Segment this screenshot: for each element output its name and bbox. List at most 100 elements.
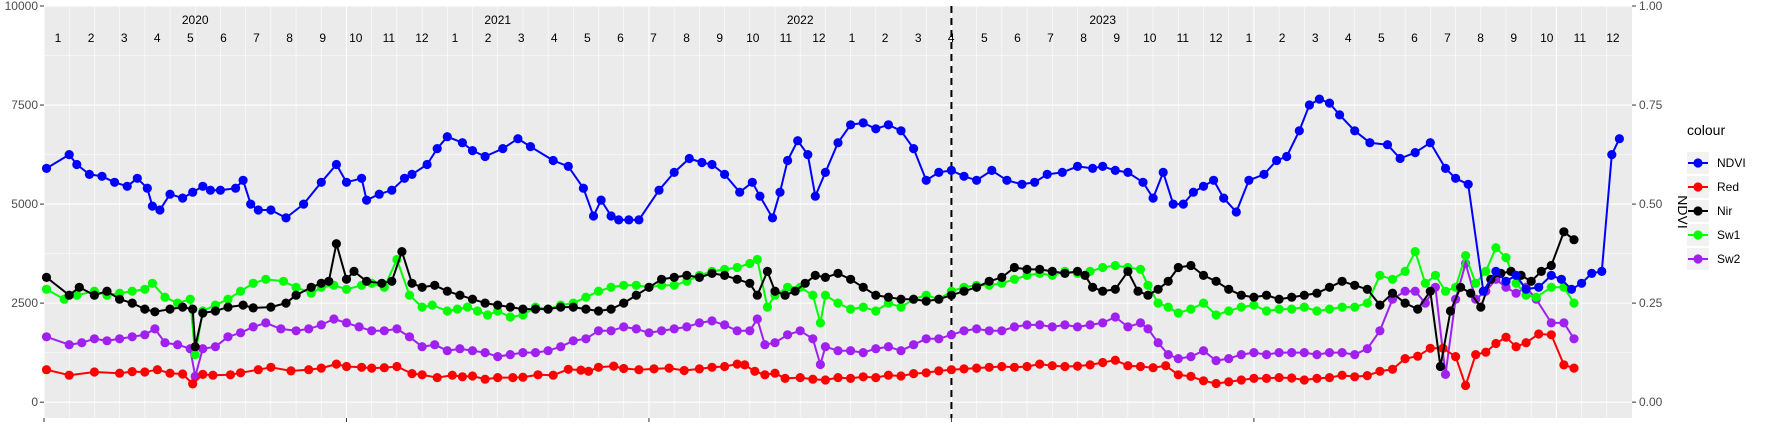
- data-point: [1299, 290, 1309, 300]
- data-point: [588, 211, 599, 221]
- data-point: [178, 302, 188, 312]
- data-point: [1614, 134, 1624, 144]
- data-point: [442, 306, 452, 316]
- data-point: [1178, 199, 1188, 209]
- data-point: [147, 278, 157, 288]
- data-point: [1211, 310, 1221, 320]
- data-point: [185, 294, 195, 304]
- data-point: [1324, 98, 1335, 108]
- data-point: [1481, 347, 1491, 357]
- data-point: [972, 175, 982, 185]
- data-point: [1047, 361, 1057, 371]
- data-point: [1188, 187, 1198, 197]
- data-point: [1209, 175, 1219, 185]
- data-point: [997, 326, 1007, 336]
- month-label: 11: [1177, 31, 1190, 45]
- data-point: [803, 150, 813, 160]
- data-point: [682, 270, 692, 280]
- data-point: [261, 274, 271, 284]
- data-point: [291, 282, 301, 292]
- data-point: [462, 302, 473, 312]
- data-point: [341, 284, 352, 294]
- legend-label: NDVI: [1717, 156, 1746, 170]
- data-point: [190, 342, 200, 352]
- data-point: [1135, 264, 1146, 274]
- month-label: 4: [1345, 31, 1352, 45]
- data-point: [1272, 155, 1282, 166]
- data-point: [1211, 378, 1221, 389]
- data-point: [1002, 175, 1012, 185]
- data-point: [720, 361, 730, 372]
- data-point: [442, 346, 452, 356]
- data-point: [1236, 290, 1246, 300]
- data-point: [606, 326, 616, 336]
- data-point: [248, 278, 258, 288]
- data-point: [357, 173, 367, 183]
- data-point: [1211, 356, 1221, 366]
- data-point: [770, 368, 780, 378]
- data-point: [997, 272, 1007, 282]
- data-point: [614, 215, 624, 225]
- data-point: [1060, 361, 1070, 372]
- month-label: 3: [1312, 31, 1319, 45]
- data-point: [417, 342, 427, 352]
- data-point: [934, 334, 944, 344]
- data-point: [810, 191, 820, 201]
- month-label: 4: [551, 31, 558, 45]
- data-point: [556, 302, 566, 312]
- data-point: [1123, 266, 1133, 276]
- data-point: [593, 326, 604, 336]
- data-point: [1511, 270, 1521, 280]
- data-point: [745, 326, 755, 336]
- data-point: [657, 274, 667, 284]
- data-point: [417, 282, 427, 292]
- month-label: 10: [349, 31, 363, 45]
- data-point: [1123, 167, 1133, 177]
- data-point: [1249, 373, 1259, 383]
- month-label: 5: [187, 31, 194, 45]
- data-point: [72, 159, 82, 170]
- data-point: [140, 330, 150, 340]
- data-point: [97, 171, 107, 181]
- data-point: [266, 362, 276, 372]
- data-point: [64, 340, 74, 350]
- data-point: [921, 296, 931, 306]
- data-point: [1350, 302, 1360, 312]
- data-point: [732, 326, 742, 336]
- data-point: [1236, 302, 1246, 312]
- data-point: [379, 326, 389, 336]
- data-point: [1236, 350, 1246, 360]
- data-point: [480, 298, 490, 308]
- data-point: [1387, 288, 1398, 298]
- data-point: [720, 320, 730, 330]
- data-point: [909, 294, 919, 304]
- legend-item-nir: Nir: [1687, 200, 1732, 222]
- y-tick-label: 5000: [11, 197, 38, 211]
- data-point: [1451, 173, 1461, 183]
- data-point: [397, 247, 407, 257]
- data-point: [1559, 318, 1569, 328]
- data-point: [1080, 270, 1090, 280]
- data-point: [246, 199, 256, 209]
- data-point: [266, 205, 276, 215]
- month-label: 4: [948, 31, 955, 45]
- month-label: 1: [452, 31, 459, 45]
- y-tick-label: 2500: [11, 296, 38, 310]
- data-point: [896, 302, 906, 312]
- data-point: [407, 278, 417, 288]
- data-point: [883, 292, 894, 302]
- data-point: [780, 373, 790, 383]
- data-point: [1042, 169, 1052, 179]
- data-point: [1413, 304, 1423, 314]
- data-point: [1375, 326, 1385, 336]
- data-point: [694, 318, 705, 328]
- month-label: 12: [1606, 31, 1620, 45]
- data-point: [707, 316, 717, 326]
- data-point: [1287, 348, 1297, 358]
- data-point: [1173, 354, 1183, 364]
- data-point: [846, 304, 856, 314]
- data-point: [1491, 266, 1501, 276]
- data-point: [198, 344, 208, 354]
